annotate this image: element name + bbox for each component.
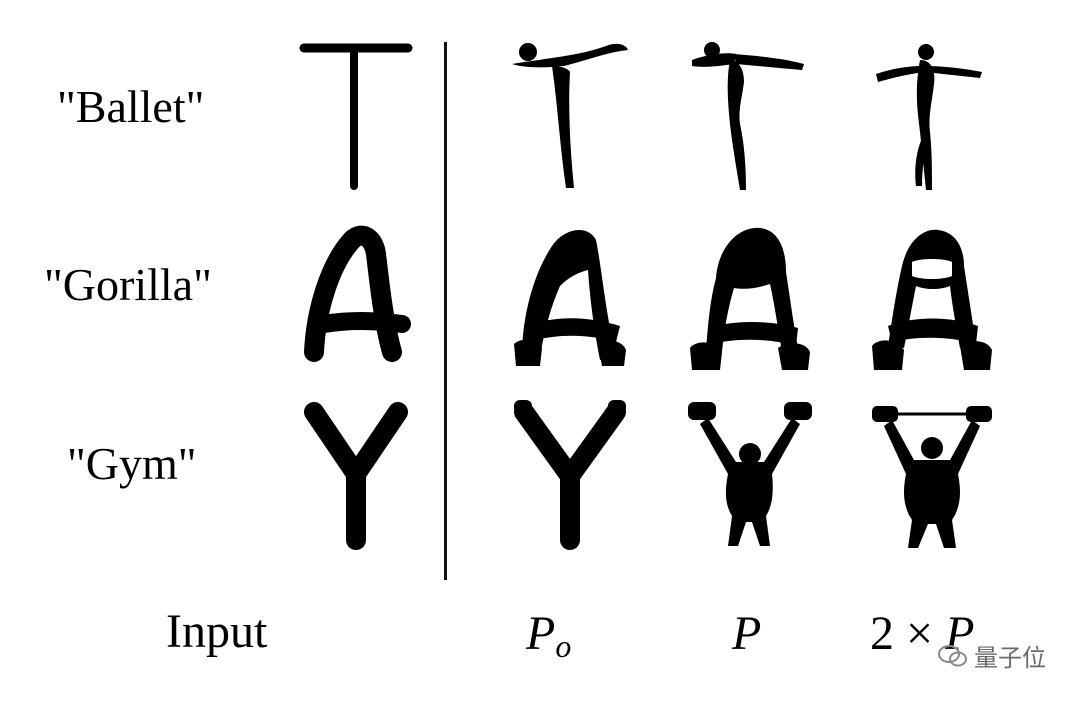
column-label-p: P	[732, 607, 762, 660]
row-label-ballet: "Ballet"	[57, 81, 205, 132]
p0-main: P	[526, 607, 556, 660]
p-gym-figure	[688, 402, 812, 546]
two-p-ballet-figure	[876, 44, 982, 190]
two-p-prefix: 2 ×	[870, 607, 946, 660]
column-label-two-p: 2 × P	[870, 610, 974, 658]
input-letter-y	[304, 402, 408, 550]
two-p-gorilla-figure	[872, 229, 992, 370]
p0-subscript: o	[555, 628, 572, 664]
watermark-text: 量子位	[974, 644, 1046, 672]
po-ballet-t	[512, 43, 628, 188]
p-gorilla-figure	[690, 227, 810, 370]
input-letter-t	[299, 43, 413, 190]
po-gorilla-a	[514, 229, 626, 366]
po-gym-y	[514, 400, 626, 550]
two-p-gym-figure	[872, 406, 992, 548]
column-label-p0: Po	[526, 607, 572, 664]
input-letter-a	[304, 225, 411, 362]
column-label-input: Input	[166, 605, 268, 658]
watermark: 量子位	[938, 638, 1046, 673]
two-p-main: P	[945, 607, 975, 660]
wechat-icon	[938, 644, 967, 666]
p-ballet-figure	[692, 42, 804, 190]
row-label-gym: "Gym"	[67, 438, 197, 489]
row-label-gorilla: "Gorilla"	[44, 259, 212, 310]
column-divider	[444, 42, 447, 580]
